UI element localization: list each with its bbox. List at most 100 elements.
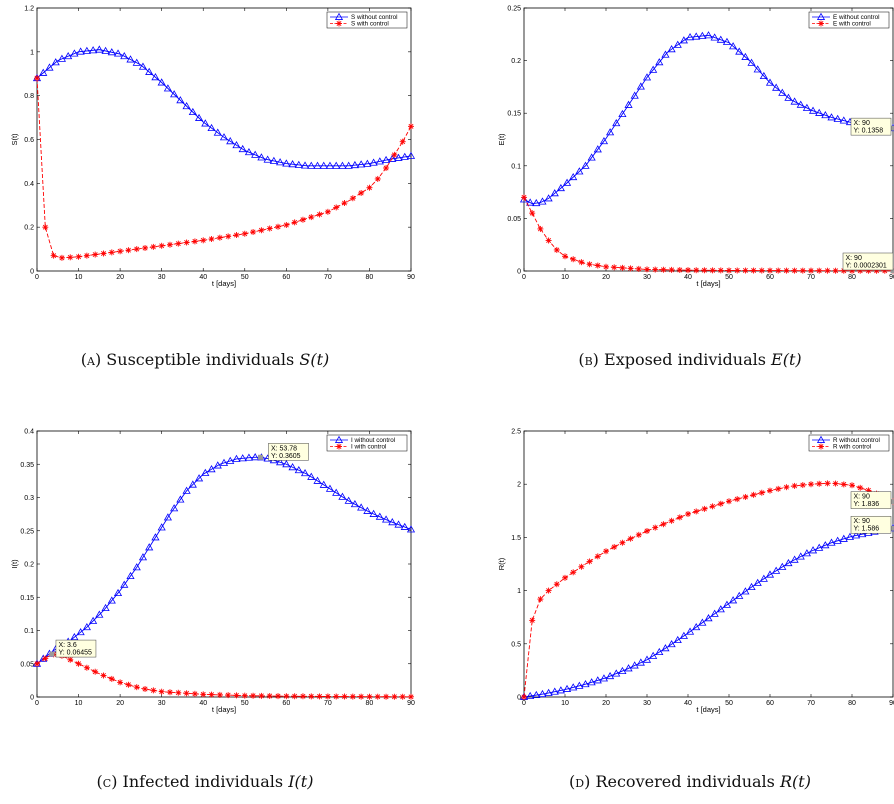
triangle-marker [624,664,633,672]
star-marker [158,688,165,695]
star-marker [225,692,232,699]
star-stroke [375,694,381,700]
star-stroke [408,694,414,700]
star-marker [570,569,577,576]
triangle-marker [526,198,535,206]
star-marker [83,252,90,259]
data-tip[interactable]: X: 90Y: 0.0002301 [842,252,894,274]
star-marker [283,221,290,228]
star-stroke [383,694,389,700]
triangle-marker [550,189,559,197]
star-stroke [200,691,206,697]
chart-infected: 0 10 20 30 40 50 60 70 80 90 0 0.05 0.1 0.15 0.2 0.25 0.… [10,429,416,714]
star-marker [316,211,323,218]
star-stroke [92,252,98,258]
data-tip-box [842,252,894,271]
star-marker [166,241,173,248]
triangle-marker [759,574,768,582]
y-tick-label: 0 [30,695,34,702]
star-marker [250,692,257,699]
star-stroke [233,692,239,698]
triangle-marker [704,614,713,622]
star-marker [652,524,659,531]
star-stroke [751,268,757,274]
star-stroke [570,569,576,575]
triangle-marker [394,153,403,161]
star-stroke [669,518,675,524]
x-tick-label: 30 [158,700,166,707]
triangle-marker [642,73,652,81]
caption-text: Recovered individuals [595,772,775,791]
triangle-marker [107,596,116,604]
triangle-marker [612,669,621,677]
triangle-marker [176,495,185,503]
star-marker [799,267,806,274]
data-tip[interactable]: X: 90Y: 1.586 [850,515,894,534]
triangle-marker [388,154,397,162]
star-marker [603,548,609,555]
star-marker [660,266,667,273]
star-marker [750,491,757,498]
triangle-marker [587,678,596,686]
triangle-marker [194,474,204,482]
x-tick-label: 10 [75,700,83,707]
triangle-marker [344,161,353,169]
triangle-marker [357,160,366,168]
star-stroke [159,243,165,249]
data-tip[interactable]: X: 90Y: 1.836 [850,491,894,509]
x-tick-label: 20 [602,274,610,281]
star-marker [341,200,348,207]
star-stroke [400,694,406,700]
star-marker [275,223,282,230]
star-marker [791,267,798,274]
triangle-marker [606,671,615,680]
plot-area [523,7,894,272]
data-tip-point [257,454,263,460]
triangle-marker [213,461,222,469]
star-stroke [636,532,642,538]
star-stroke [759,490,765,496]
star-stroke [767,488,773,494]
data-tip[interactable]: X: 3.6Y: 0.06455 [49,639,97,658]
data-tip[interactable]: X: 90Y: 0.1358 [850,117,894,136]
x-tick-label: 0 [35,700,39,707]
star-marker [824,267,831,274]
star-stroke [818,21,824,26]
star-marker [200,691,207,698]
triangle-marker [269,156,278,164]
star-marker [75,660,82,667]
x-tick-label: 90 [889,274,894,281]
star-stroke [275,693,281,699]
triangle-marker [188,480,197,488]
star-stroke [644,528,650,534]
star-marker [42,224,49,231]
x-tick-label: 80 [848,700,856,707]
triangle-marker [642,655,652,663]
star-stroke [92,669,98,675]
data-tip[interactable]: X: 53.78Y: 0.3605 [257,443,309,461]
triangle-marker [802,103,811,111]
star-stroke [283,222,289,228]
triangle-marker [581,680,590,688]
star-stroke [333,694,339,699]
star-marker [200,237,207,244]
star-stroke [537,226,543,232]
triangle-marker [170,504,179,512]
x-tick-label: 80 [366,700,374,707]
caption-c: (c) Infected individuals I(t) [25,772,385,791]
y-tick-label: 0.1 [511,163,521,170]
triangle-marker [95,45,104,53]
y-tick-label: 0.25 [507,6,521,13]
triangle-marker [132,58,141,66]
triangle-marker [593,676,602,684]
star-marker [693,267,700,274]
star-marker [521,194,527,201]
series-markers-1 [521,480,894,700]
star-marker [291,219,298,226]
triangle-marker [381,515,391,523]
x-tick-label: 50 [241,700,249,707]
star-marker [726,267,732,274]
star-marker [586,261,593,268]
data-tip-text: Y: 1.586 [854,526,880,533]
star-stroke [325,209,331,215]
